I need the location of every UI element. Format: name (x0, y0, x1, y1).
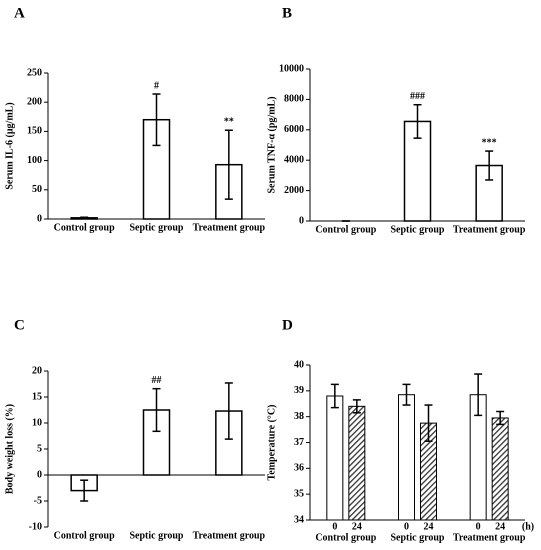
x-tick-label: Control group (315, 224, 376, 235)
y-tick-label: 6000 (284, 124, 304, 135)
bar (326, 395, 344, 521)
x-tick-label: Treatment group (453, 532, 526, 543)
bar (403, 120, 432, 222)
x-tick-label: Control group (315, 532, 376, 543)
y-tick-label: 39 (294, 385, 304, 396)
significance-label: ### (410, 91, 425, 102)
y-tick-label: 150 (27, 126, 42, 137)
y-tick-label: 37 (294, 437, 304, 448)
y-tick-label: 4000 (284, 154, 304, 165)
significance-label: *** (482, 137, 497, 148)
y-axis-label: Body weight loss (%) (4, 404, 15, 494)
x-tick-label: Treatment group (193, 530, 266, 541)
panel-letter: C (14, 317, 25, 333)
y-tick-label: 10000 (279, 63, 304, 74)
x-tick-label: Control group (54, 222, 115, 233)
y-tick-label: 10 (32, 417, 42, 428)
bar (398, 394, 415, 521)
y-tick-label: 0 (37, 469, 42, 480)
y-tick-label: 20 (32, 365, 42, 376)
y-tick-label: -5 (34, 495, 42, 506)
y-tick-label: 35 (294, 488, 304, 499)
y-axis-label: Serum TNF-α (pg/mL) (266, 96, 277, 193)
bar (491, 417, 509, 521)
panel-letter: A (14, 5, 25, 21)
y-tick-label: 38 (294, 411, 304, 422)
y-tick-label: 0 (299, 215, 304, 226)
y-tick-label: -10 (29, 521, 42, 532)
series-label: 24 (495, 521, 505, 532)
y-tick-label: 36 (294, 463, 304, 474)
x-tick-label: Control group (54, 530, 115, 541)
y-tick-label: 8000 (284, 94, 304, 105)
significance-label: ## (152, 375, 162, 386)
bar (348, 405, 366, 521)
y-tick-label: 200 (27, 96, 42, 107)
x-tick-label: Treatment group (193, 222, 266, 233)
series-label: 0 (404, 521, 409, 532)
y-axis-label: Temperature (°C) (266, 405, 277, 481)
significance-label: # (154, 80, 159, 91)
series-label: 0 (332, 521, 337, 532)
series-label: 24 (424, 521, 434, 532)
y-tick-label: 2000 (284, 185, 304, 196)
x-tick-label: Septic group (391, 532, 445, 543)
series-label: 0 (476, 521, 481, 532)
series-label: 24 (352, 521, 362, 532)
y-tick-label: 100 (27, 155, 42, 166)
y-tick-label: 15 (32, 391, 42, 402)
x-tick-label: Septic group (130, 530, 184, 541)
y-tick-label: 5 (37, 443, 42, 454)
x-tick-label: Septic group (130, 222, 184, 233)
y-axis-label: Serum IL-6 (μg/mL) (4, 102, 15, 189)
x-axis-label: (h) (522, 521, 534, 532)
x-tick-label: Treatment group (453, 224, 526, 235)
y-tick-label: 250 (27, 67, 42, 78)
y-tick-label: 34 (294, 514, 304, 525)
panel-letter: B (282, 5, 292, 21)
y-tick-label: 50 (32, 184, 42, 195)
significance-label: ** (224, 117, 234, 128)
x-tick-label: Septic group (391, 224, 445, 235)
y-tick-label: 0 (37, 213, 42, 224)
panel-letter: D (282, 317, 293, 333)
y-tick-label: 40 (294, 359, 304, 370)
